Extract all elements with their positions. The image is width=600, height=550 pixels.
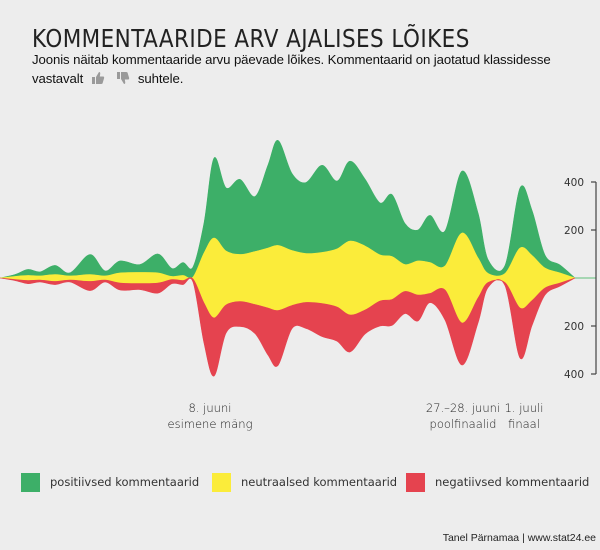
subtitle-line1: Joonis näitab kommentaaride arvu päevade… (32, 52, 551, 67)
legend-label-negative: negatiivsed kommentaarid (435, 475, 590, 489)
y-tick-label-upper-200: 200 (564, 225, 584, 237)
legend-swatch-negative (406, 472, 425, 492)
credit-text: Tanel Pärnamaa | www.stat24.ee (442, 532, 596, 544)
legend-item-positive: positiivsed kommentaarid (21, 472, 199, 492)
subtitle-suffix: suhtele. (137, 71, 184, 86)
legend-swatch-positive (21, 472, 40, 492)
legend-label-neutral: neutraalsed kommentaarid (241, 475, 398, 489)
annotation-semifinals-date: 27.–28. juuni (425, 401, 501, 415)
y-tick-label-lower-400: 400 (564, 369, 584, 381)
annotation-semifinals-label: poolfinaalid (429, 417, 497, 431)
annotation-first-match-date: 8. juuni (188, 401, 232, 415)
y-axis: 400 200 200 400 (564, 177, 597, 381)
legend-swatch-neutral (212, 472, 231, 492)
annotation-final: 1. juuli finaal (500, 400, 548, 432)
legend-item-neutral: neutraalsed kommentaarid (212, 472, 397, 492)
y-tick-label-upper-400: 400 (564, 177, 584, 189)
legend-label-positive: positiivsed kommentaarid (50, 475, 200, 489)
annotation-final-label: finaal (508, 417, 540, 431)
legend-item-negative: negatiivsed kommentaarid (406, 472, 589, 492)
subtitle-prefix: vastavalt (32, 71, 84, 86)
y-tick-label-lower-200: 200 (564, 321, 584, 333)
chart-title: KOMMENTAARIDE ARV AJALISES LÕIKES (32, 24, 470, 53)
thumbs-down-icon (116, 71, 130, 90)
thumbs-up-icon (91, 71, 105, 90)
annotation-first-match-label: esimene mäng (167, 417, 253, 431)
stream-layer-negative (0, 277, 576, 377)
chart-subtitle: Joonis näitab kommentaaride arvu päevade… (32, 50, 592, 90)
annotation-final-date: 1. juuli (504, 401, 544, 415)
annotation-semifinals: 27.–28. juuni poolfinaalid (418, 400, 508, 432)
stream-layers (0, 140, 596, 377)
annotation-first-match: 8. juuni esimene mäng (160, 400, 260, 432)
